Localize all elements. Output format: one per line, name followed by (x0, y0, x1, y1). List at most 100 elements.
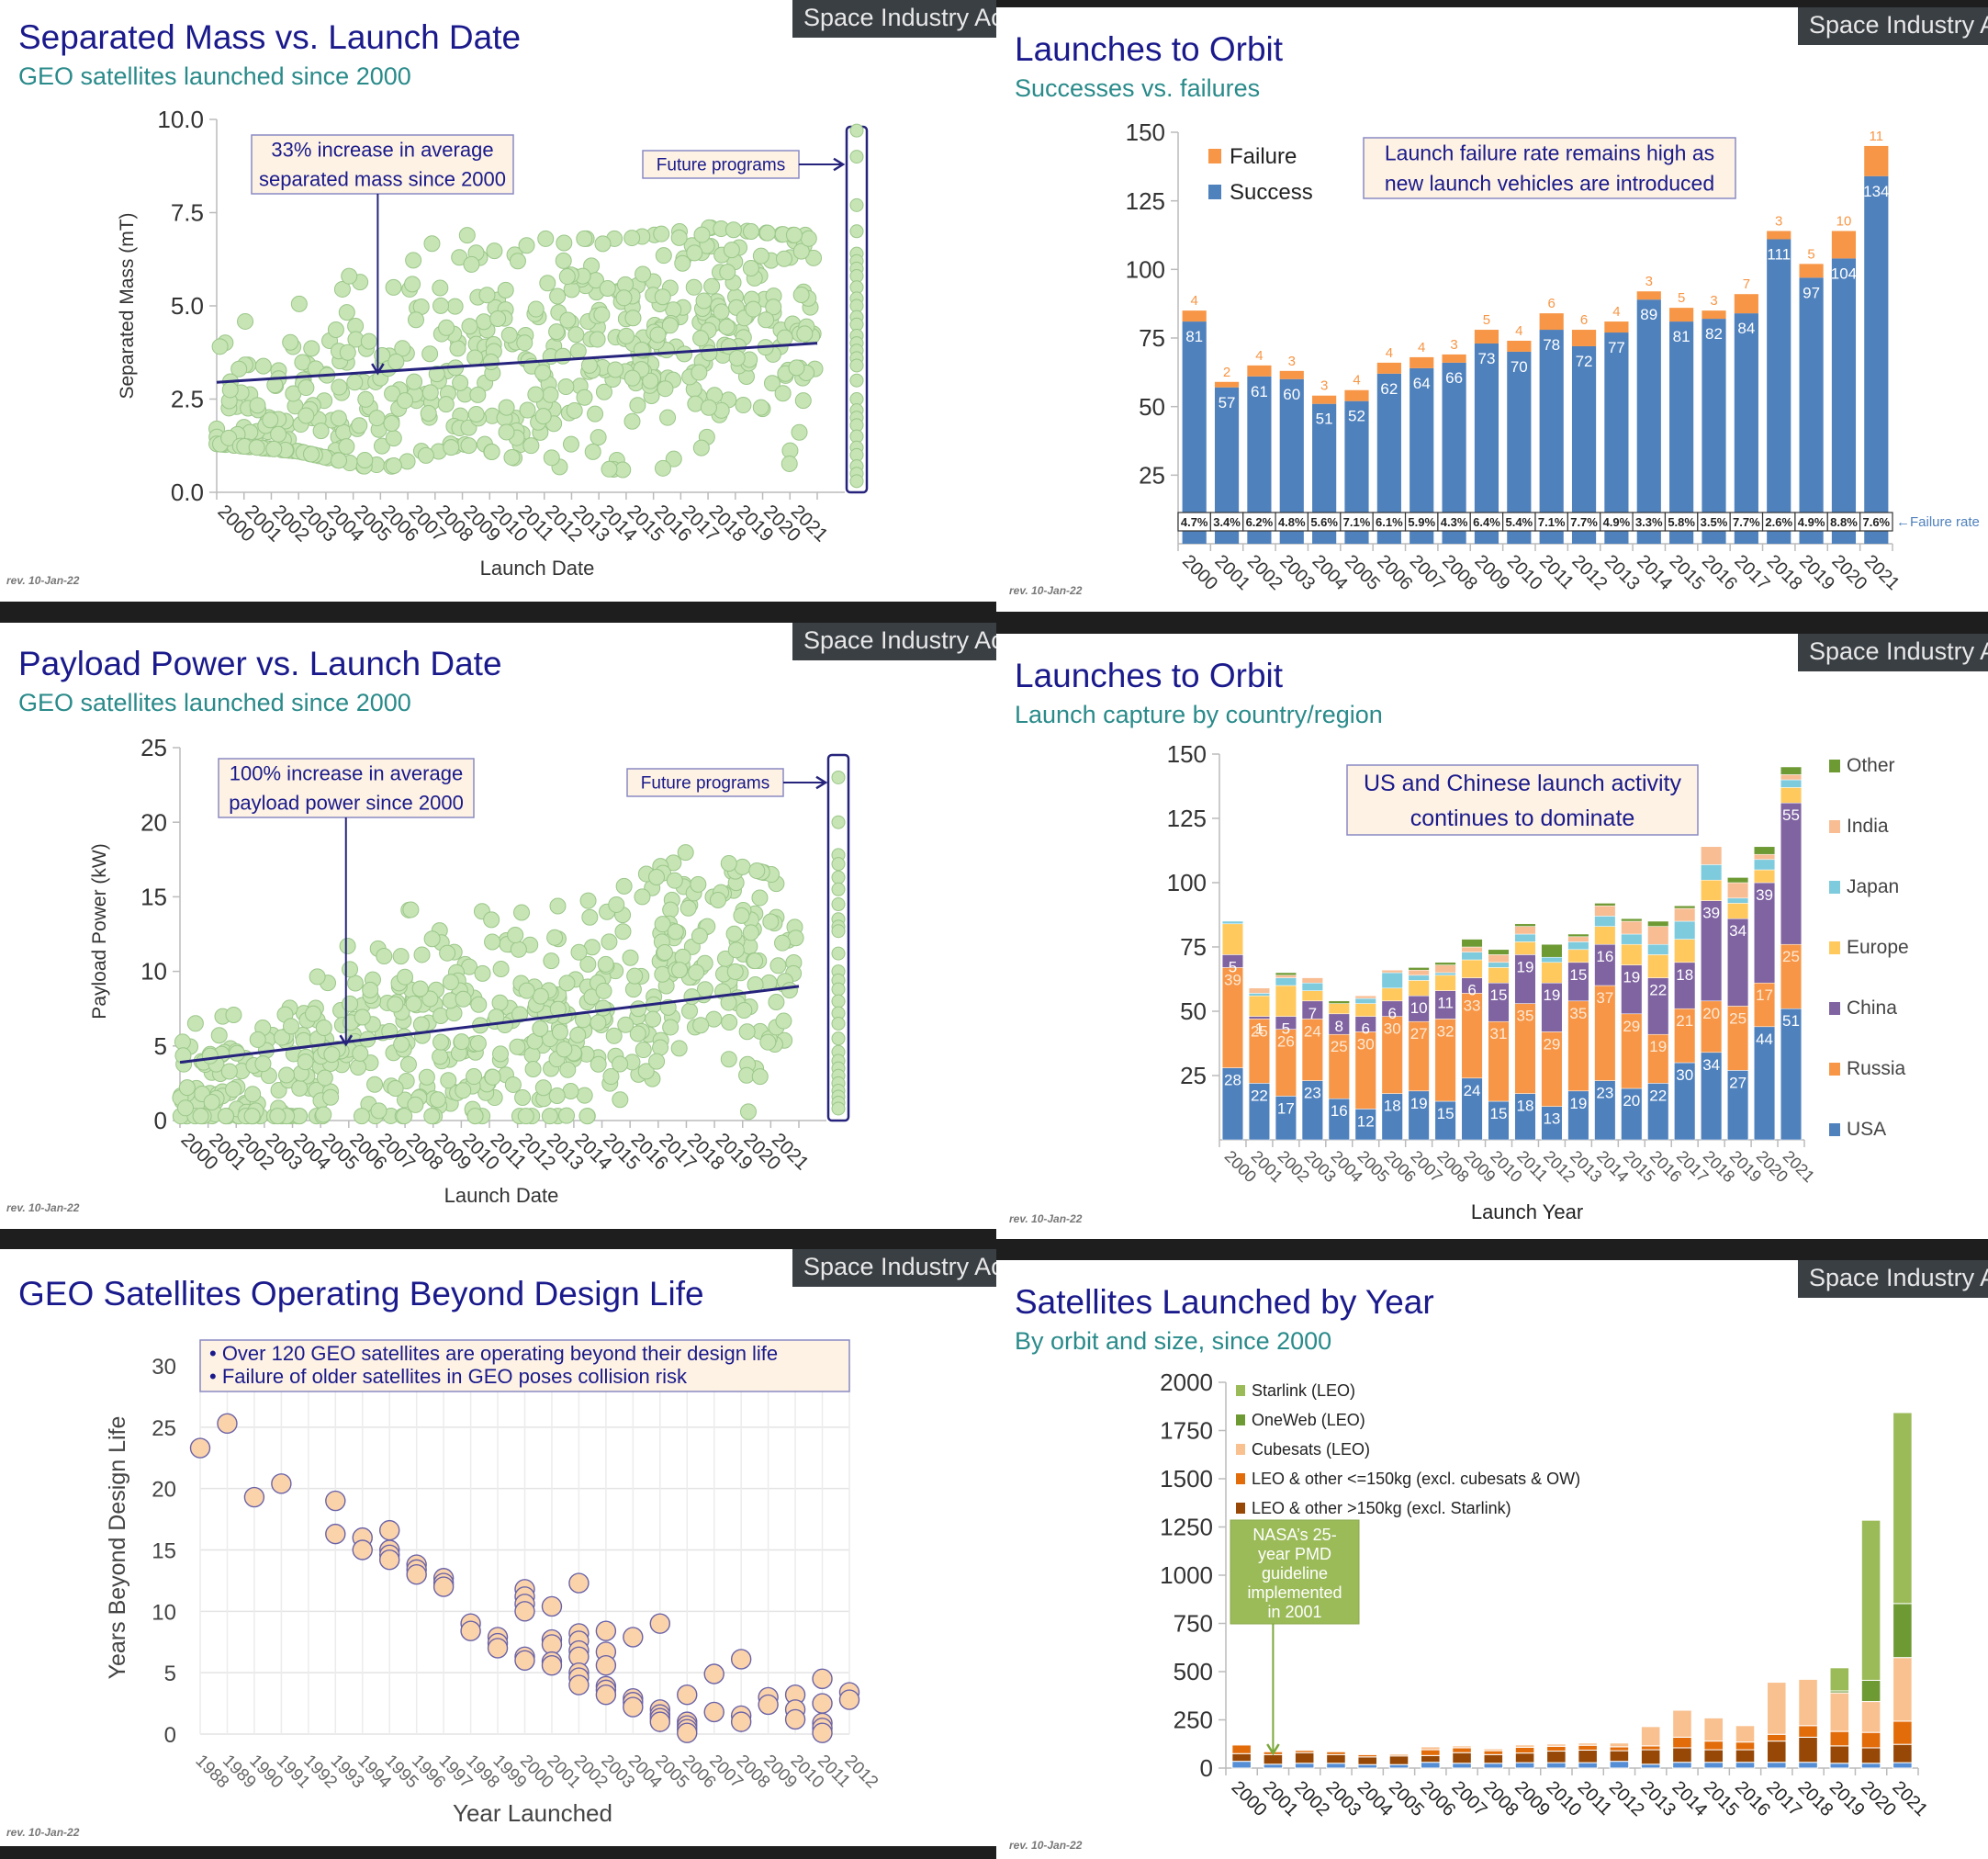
data-point (201, 1047, 219, 1065)
data-point (446, 298, 464, 315)
data-point (274, 1029, 291, 1046)
data-point (412, 1016, 430, 1033)
future-point (831, 897, 846, 912)
legend-label-failure: Failure (1230, 144, 1297, 169)
data-point (249, 1031, 266, 1048)
annotation-text: Launch failure rate remains high as (1385, 141, 1714, 165)
y-tick-label: 1500 (1160, 1465, 1213, 1493)
data-point (339, 344, 356, 361)
data-point (784, 1708, 806, 1730)
bar-segment (1263, 1763, 1284, 1769)
legend-swatch-success (1208, 185, 1221, 199)
data-point (469, 1034, 487, 1052)
data-point (383, 415, 400, 433)
x-tick-label: 2010 (1503, 551, 1546, 594)
data-point (549, 287, 567, 305)
success-label: 64 (1413, 375, 1431, 392)
data-label: 15 (1490, 1105, 1508, 1122)
data-point (519, 401, 536, 419)
data-point (579, 892, 597, 909)
bar-segment (1578, 1742, 1598, 1746)
data-point (243, 1108, 261, 1125)
failure-label: 4 (1191, 293, 1198, 309)
success-label: 66 (1445, 369, 1463, 387)
x-tick-label: 2003 (1275, 551, 1319, 594)
bar-segment (1672, 1762, 1692, 1769)
data-point (695, 292, 713, 310)
data-point (742, 223, 759, 241)
failure-label: 11 (1870, 129, 1884, 144)
bar-segment (1703, 1762, 1724, 1769)
bar-segment (1829, 1667, 1850, 1692)
data-point (221, 381, 239, 399)
data-point (580, 356, 598, 374)
failure-rate-value: 4.9% (1603, 515, 1631, 529)
annotation-box (218, 758, 475, 818)
data-point (594, 999, 612, 1017)
geo-beyond-life-chart: 0510152025301988198919901991199219931994… (105, 1339, 882, 1827)
data-point (504, 1076, 522, 1093)
data-point (775, 250, 792, 267)
data-point (725, 925, 743, 942)
bar-segment (1578, 1762, 1598, 1769)
annotation-text: guideline (1262, 1564, 1328, 1583)
bar-segment (1514, 1752, 1535, 1763)
data-point (543, 449, 560, 467)
data-point (739, 1103, 757, 1121)
data-point (590, 429, 607, 446)
legend-label: LEO & other >150kg (excl. Starlink) (1252, 1499, 1511, 1517)
bar-segment (1578, 1744, 1598, 1751)
data-point (534, 408, 552, 425)
bar-segment (1275, 977, 1297, 986)
success-label: 81 (1673, 328, 1690, 345)
data-point (461, 318, 478, 335)
bar-segment (1609, 1742, 1630, 1748)
data-point (666, 872, 683, 889)
x-tick-label: 2012 (1568, 551, 1612, 594)
data-label: 30 (1676, 1066, 1693, 1084)
data-point (498, 399, 515, 416)
data-point (558, 975, 576, 992)
data-label: 19 (1543, 986, 1560, 1004)
data-point (315, 1020, 332, 1037)
x-tick-label: 2009 (1511, 1777, 1554, 1820)
data-point (509, 1038, 526, 1055)
bar-segment (1766, 1741, 1787, 1763)
data-point (800, 230, 817, 247)
data-point (595, 1654, 617, 1676)
x-tick-label: 2005 (1385, 1777, 1428, 1820)
bar-segment (1488, 962, 1510, 968)
future-programs-box (826, 753, 850, 1122)
header-tag: Space Industry Ac (792, 623, 996, 660)
data-point (541, 1634, 563, 1655)
data-point (498, 423, 515, 441)
data-label: 55 (1782, 806, 1800, 824)
legend-swatch (1829, 820, 1840, 833)
data-point (467, 405, 485, 422)
success-label: 97 (1803, 284, 1820, 301)
bar-segment (1735, 1741, 1756, 1751)
bar-segment (1461, 952, 1483, 961)
data-point (623, 1696, 644, 1718)
bar-segment (1674, 905, 1696, 909)
data-label: 25 (1729, 1009, 1747, 1027)
data-point (305, 1005, 322, 1022)
data-label: 22 (1649, 982, 1667, 999)
y-tick-label: 0 (164, 1723, 176, 1748)
failure-label: 7 (1743, 276, 1750, 292)
data-point (392, 948, 410, 965)
bar-segment (1669, 308, 1694, 322)
future-point (849, 123, 864, 138)
bar-segment (1231, 1761, 1252, 1769)
data-point (387, 353, 405, 370)
data-point (413, 946, 431, 963)
chart-subtitle: By orbit and size, since 2000 (1015, 1327, 1332, 1355)
bar-segment (1231, 1744, 1252, 1754)
data-point (595, 1684, 617, 1706)
annotation-text: new launch vehicles are introduced (1385, 172, 1714, 196)
data-point (537, 230, 555, 247)
bar-segment (1546, 1751, 1567, 1763)
bar-segment (1546, 1762, 1567, 1769)
bar-segment (1864, 175, 1889, 544)
data-point (612, 1055, 629, 1073)
